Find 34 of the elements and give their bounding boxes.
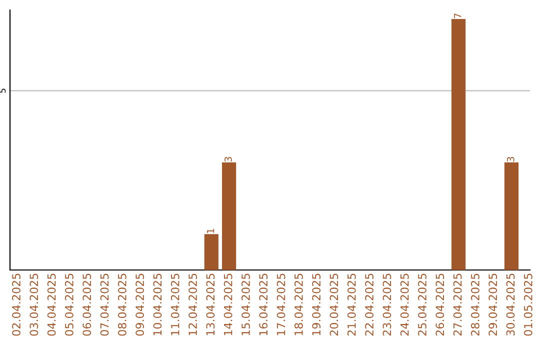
x-tick-label: 07.04.2025 <box>100 274 109 336</box>
x-tick-label: 08.04.2025 <box>118 274 126 336</box>
x-tick-label: 27.04.2025 <box>453 274 462 336</box>
x-tick-label: 21.04.2025 <box>347 274 356 336</box>
x-tick-label: 26.04.2025 <box>436 274 444 336</box>
x-tick-label: 05.04.2025 <box>65 274 74 336</box>
x-tick-label: 15.04.2025 <box>242 274 250 336</box>
x-tick-label: 22.04.2025 <box>365 274 374 336</box>
x-tick-label: 09.04.2025 <box>136 274 144 336</box>
x-tick-label: 28.04.2025 <box>470 274 480 336</box>
x-tick-label: 17.04.2025 <box>276 274 286 336</box>
x-tick-label: 25.04.2025 <box>418 274 426 336</box>
x-tick-label: 12.04.2025 <box>188 274 197 336</box>
x-tick-label: 13.04.2025 <box>206 274 215 336</box>
x-tick-label: 20.04.2025 <box>330 274 338 336</box>
x-tick-label: 01.05.2025 <box>524 274 532 336</box>
x-tick-label: 24.04.2025 <box>400 274 409 336</box>
x-tick-label: 04.04.2025 <box>47 274 56 336</box>
x-tick-label: 18.04.2025 <box>294 274 303 336</box>
data-label: 3 <box>506 157 514 162</box>
x-tick-label: 03.04.2025 <box>30 274 38 336</box>
data-label: 1 <box>206 228 214 234</box>
x-tick-label: 30.04.2025 <box>506 274 515 336</box>
x-tick-label: 11.04.2025 <box>170 274 180 336</box>
data-label: 7 <box>454 14 462 18</box>
x-tick-label: 06.04.2025 <box>82 274 92 336</box>
x-tick-label: 29.04.2025 <box>488 274 498 336</box>
x-tick-label: 23.04.2025 <box>382 274 392 336</box>
x-tick-label: 16.04.2025 <box>259 274 268 336</box>
x-tick-label: 02.04.2025 <box>12 274 20 336</box>
x-tick-label: 19.04.2025 <box>312 274 321 336</box>
data-label: 3 <box>224 157 232 162</box>
x-tick-label: 14.04.2025 <box>224 274 232 336</box>
x-tick-label: 10.04.2025 <box>153 274 162 336</box>
